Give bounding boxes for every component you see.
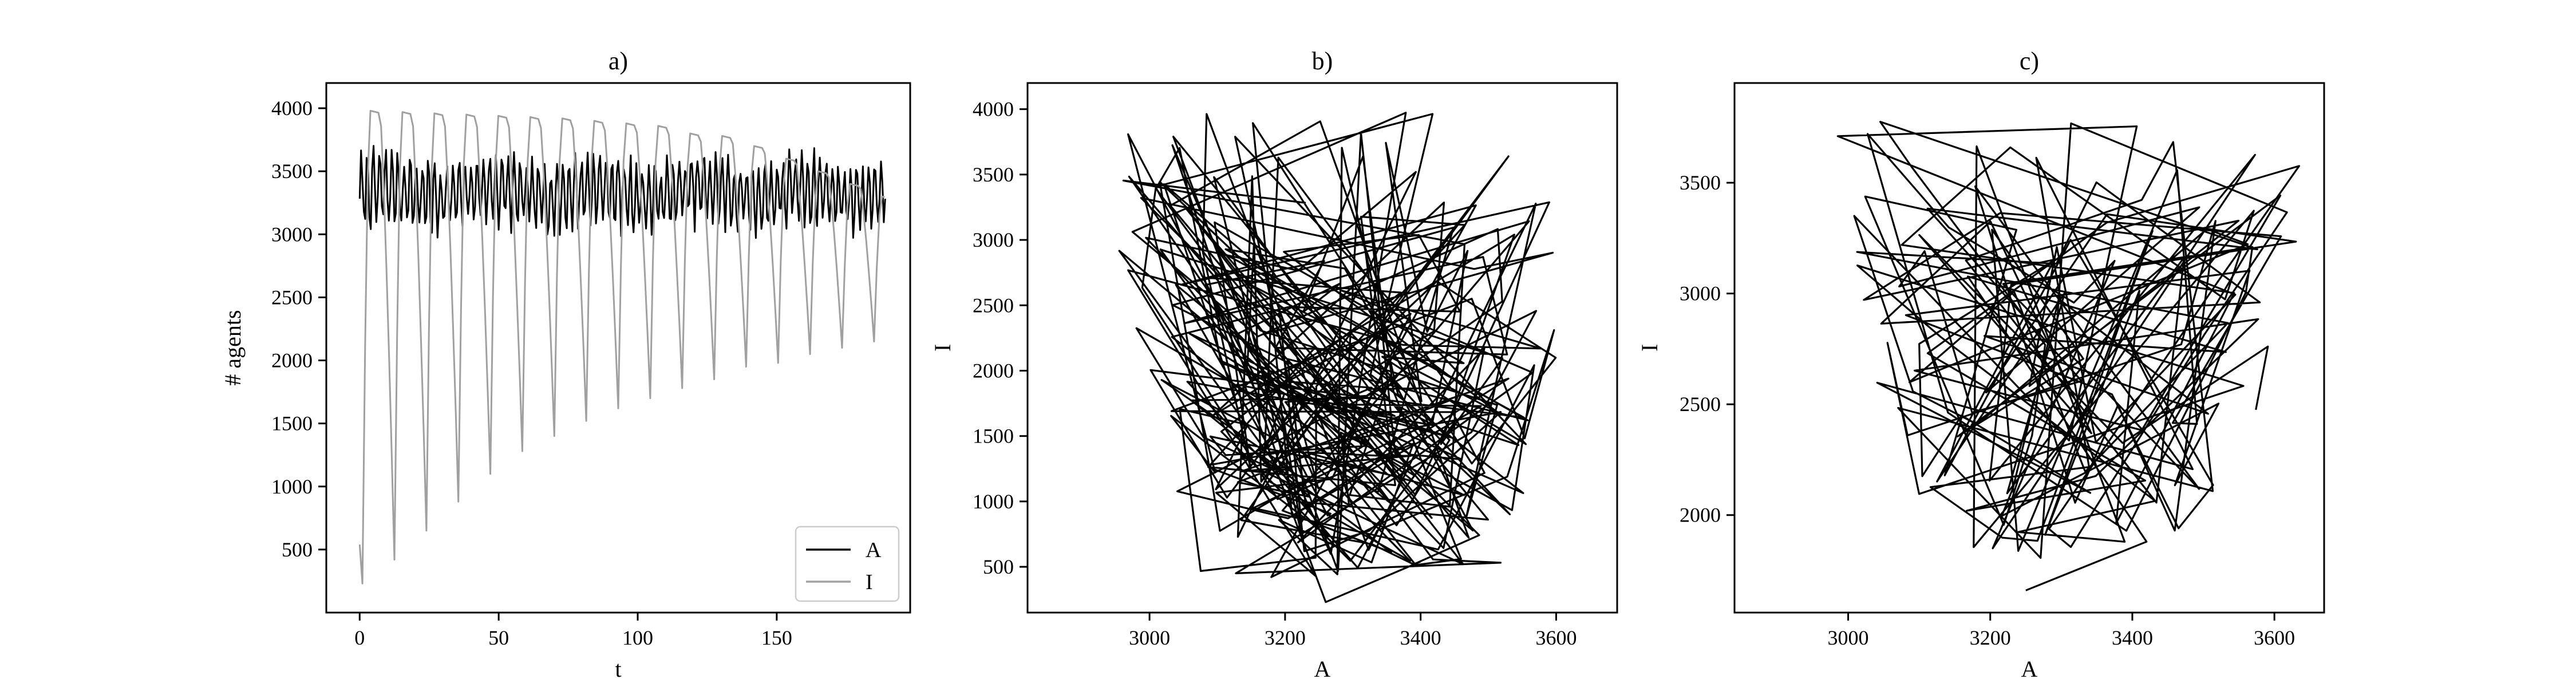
x-tick-label: 50 [488, 626, 509, 649]
x-tick-label: 3200 [1265, 626, 1306, 649]
panel-b: 3000 3200 3400 3600 500 1000 1500 2000 2500 3000 3… [930, 47, 1618, 682]
legend-label-i: I [866, 570, 873, 594]
y-tick-label: 2500 [973, 294, 1014, 317]
plot-frame [325, 82, 911, 614]
y-axis-label: I [1637, 344, 1662, 352]
panel-title: a) [609, 47, 628, 75]
legend-label-a: A [866, 538, 882, 562]
x-tick-label: 3400 [2112, 626, 2153, 649]
y-tick-label: 4000 [973, 98, 1014, 121]
y-tick-label: 4000 [271, 97, 313, 120]
y-tick-label: 3000 [1680, 282, 1721, 305]
y-tick-label: 2000 [271, 349, 313, 372]
x-axis-label: t [615, 656, 621, 682]
y-tick-label: 2000 [973, 359, 1014, 382]
y-tick-label: 3500 [271, 160, 313, 183]
x-tick-label: 3000 [1129, 626, 1170, 649]
x-tick-label: 3600 [2254, 626, 2295, 649]
y-axis-label: I [930, 344, 955, 352]
y-tick-label: 3000 [271, 223, 313, 246]
x-axis-label: A [1314, 656, 1331, 682]
plot-frame [1733, 82, 2325, 614]
y-tick-label: 500 [282, 538, 313, 561]
x-tick-label: 3000 [1828, 626, 1869, 649]
panel-title: b) [1312, 47, 1333, 75]
y-tick-label: 2000 [1680, 504, 1721, 527]
y-tick-label: 1500 [973, 425, 1014, 448]
x-tick-label: 100 [622, 626, 653, 649]
plot-frame [1026, 82, 1618, 614]
series-line-trajectory-0 [1118, 112, 1557, 603]
legend: AI [795, 526, 900, 602]
x-axis-label: A [2021, 656, 2038, 682]
y-tick-label: 1000 [973, 490, 1014, 513]
x-tick-label: 3400 [1400, 626, 1441, 649]
x-tick-label: 3600 [1535, 626, 1577, 649]
y-tick-label: 2500 [1680, 393, 1721, 416]
panel-c: 3000 3200 3400 3600 2000 2500 3000 3500 c) A I [1637, 47, 2325, 682]
series-line-i [358, 110, 885, 585]
y-tick-label: 3000 [973, 228, 1014, 251]
x-tick-label: 150 [761, 626, 792, 649]
x-tick-label: 3200 [1970, 626, 2011, 649]
y-tick-label: 3500 [973, 163, 1014, 186]
x-tick-label: 0 [354, 626, 365, 649]
panel-title: c) [2020, 47, 2039, 75]
y-tick-label: 2500 [271, 286, 313, 309]
series-line-trajectory-0 [1836, 121, 2300, 591]
legend-box [795, 526, 900, 602]
y-tick-label: 1500 [271, 412, 313, 435]
y-axis-label: # agents [220, 310, 246, 385]
y-tick-label: 500 [983, 555, 1014, 578]
panel-a: 0 50 100 150 500 1000 1500 2000 2500 3000 3500 4000… [220, 47, 911, 682]
y-tick-label: 1000 [271, 475, 313, 498]
y-tick-label: 3500 [1680, 171, 1721, 194]
